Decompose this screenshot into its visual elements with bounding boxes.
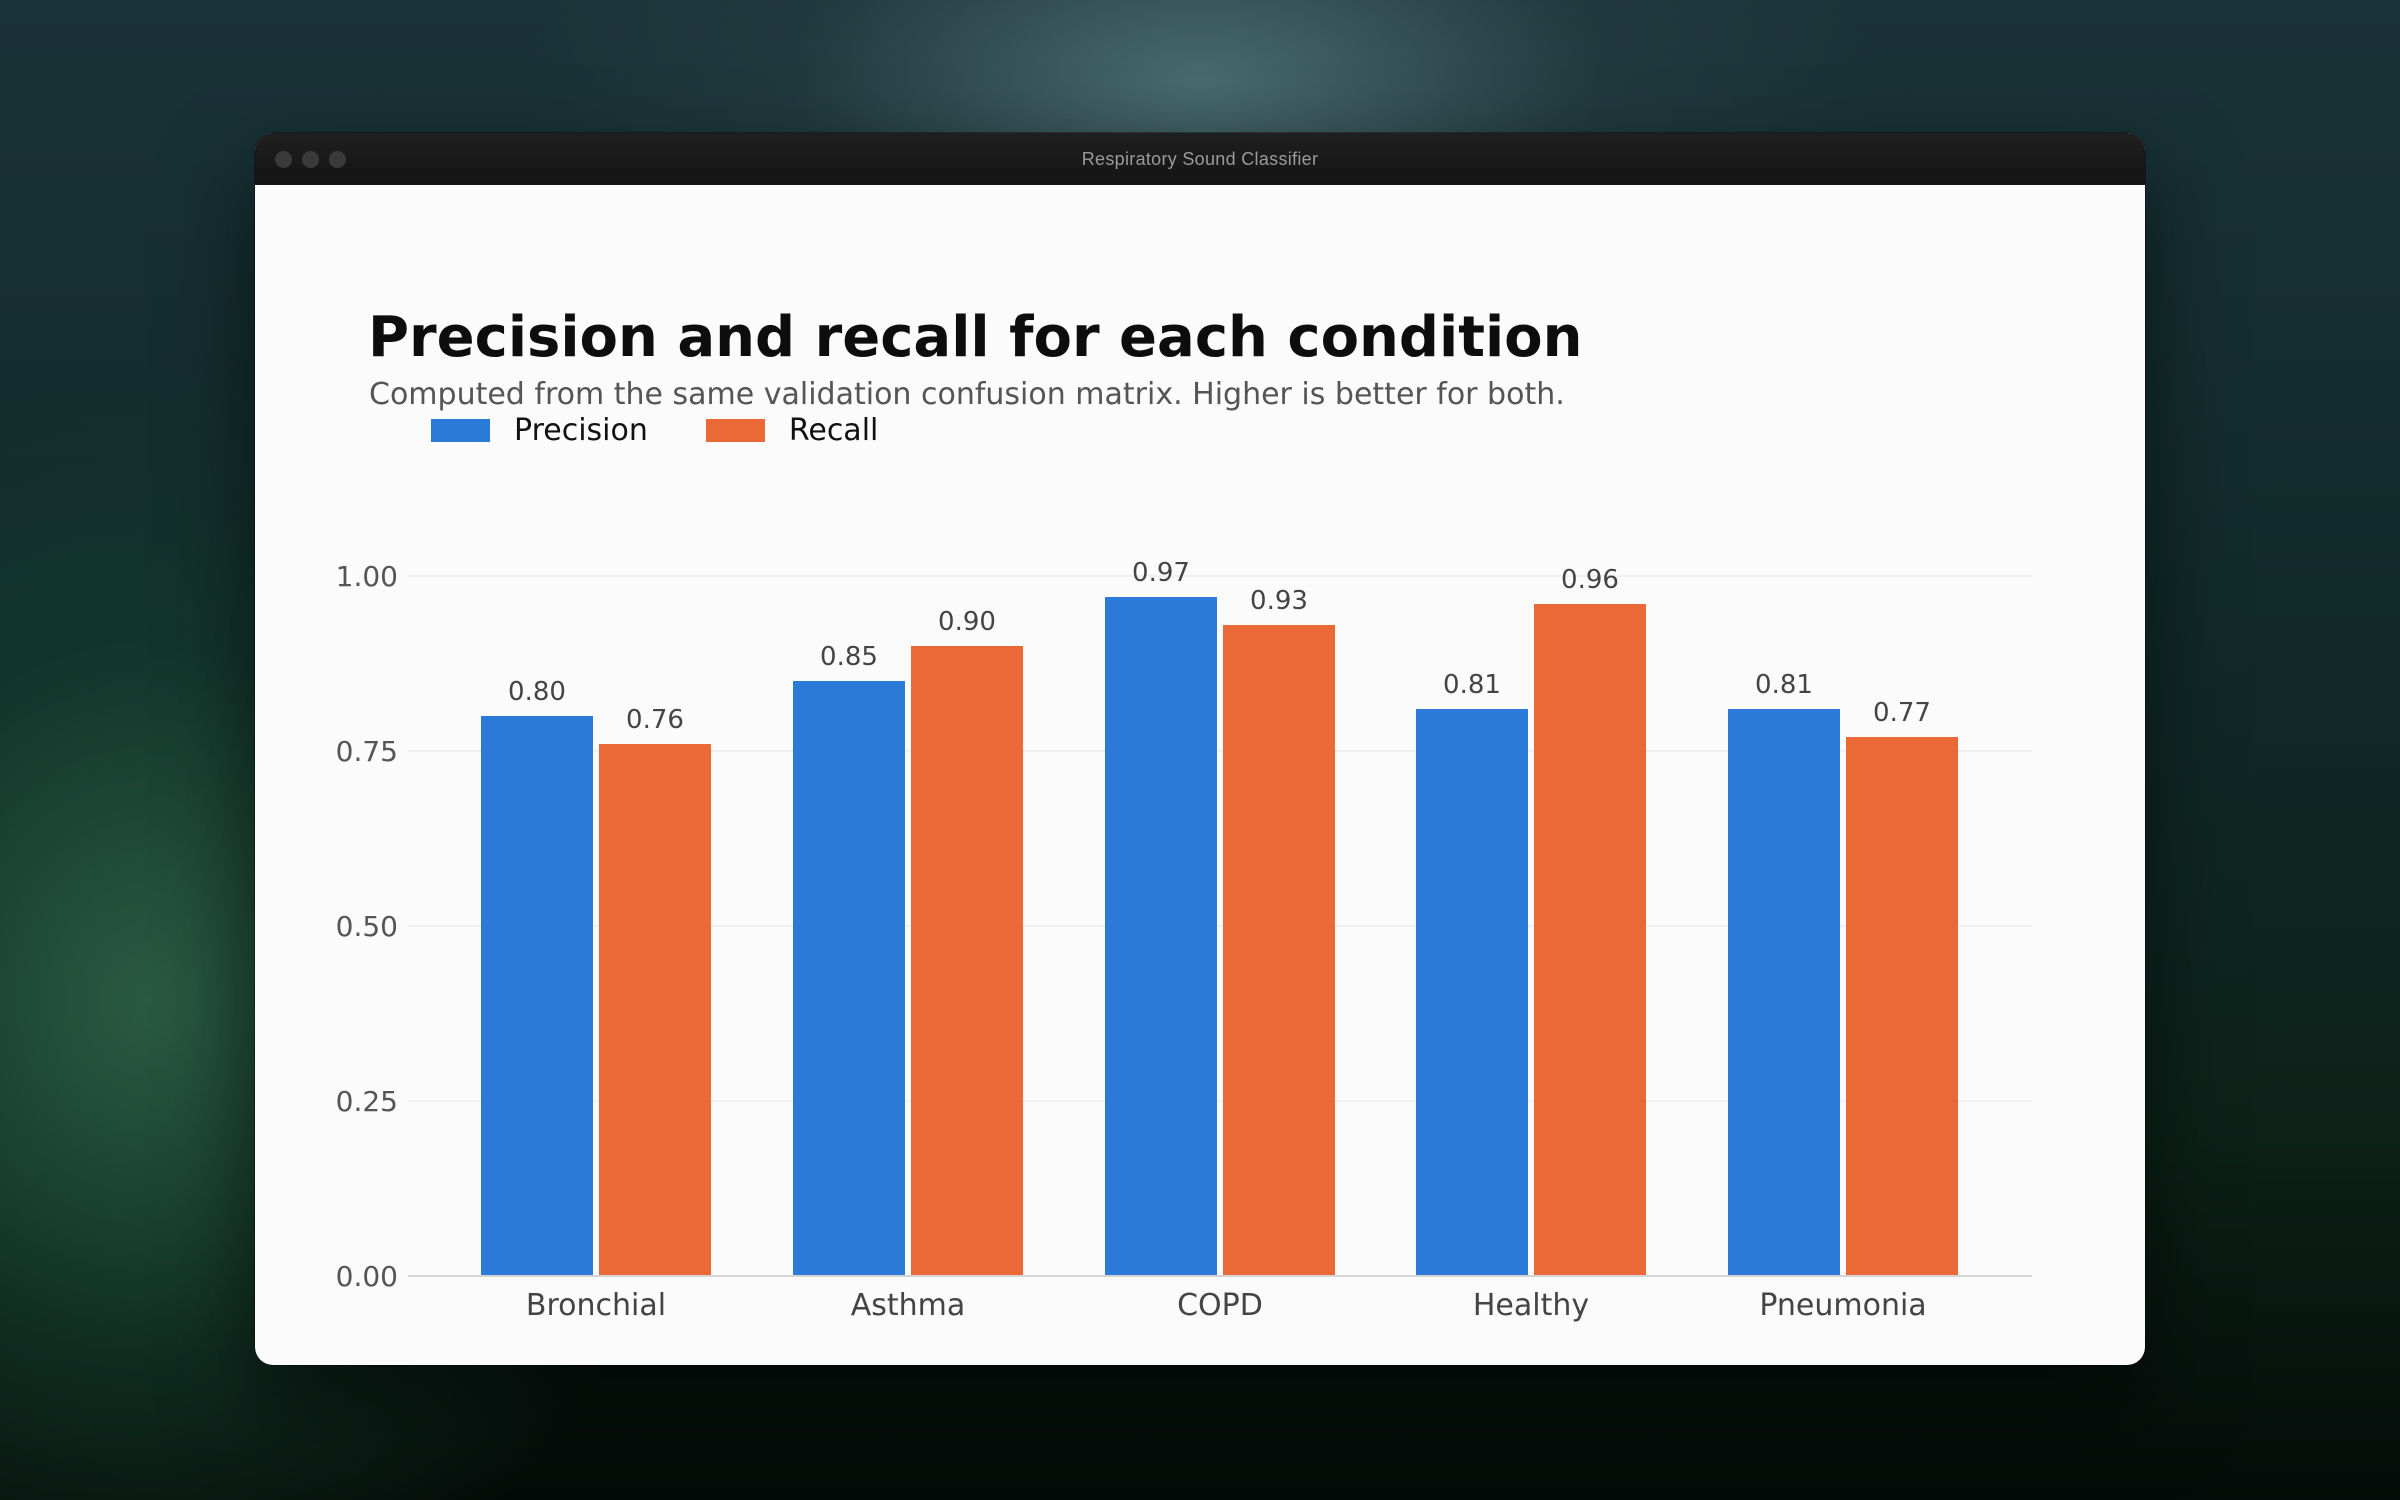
data-label: 0.85: [820, 642, 878, 672]
window-title: Respiratory Sound Classifier: [1081, 148, 1319, 169]
y-tick-label: 1.00: [336, 560, 398, 593]
zoom-window-button[interactable]: [329, 150, 346, 168]
data-label: 0.76: [626, 705, 684, 735]
data-label: 0.77: [1873, 698, 1931, 728]
bar-chart: 0.00 0.25 0.50 0.75 1.00 0.80 0.76 Bronchial 0.8…: [336, 558, 2032, 1323]
bar-precision-asthma: [793, 681, 905, 1276]
data-label: 0.93: [1250, 586, 1308, 616]
data-label: 0.97: [1132, 558, 1190, 588]
title-bar: Respiratory Sound Classifier: [255, 133, 2145, 185]
data-label: 0.80: [508, 677, 566, 707]
close-window-button[interactable]: [275, 150, 292, 168]
data-label: 0.90: [938, 607, 996, 637]
legend-label-precision: Precision: [514, 413, 648, 448]
legend-item-precision: Precision: [431, 413, 648, 448]
bar-precision-pneumonia: [1728, 709, 1840, 1276]
data-label: 0.81: [1443, 670, 1501, 700]
data-label: 0.81: [1755, 670, 1813, 700]
chart-title: Precision and recall for each condition: [368, 305, 1583, 370]
x-tick-label: COPD: [1177, 1288, 1263, 1323]
bar-recall-healthy: [1534, 604, 1646, 1276]
bar-precision-copd: [1105, 597, 1217, 1276]
legend-label-recall: Recall: [788, 413, 879, 448]
window-controls: [275, 133, 346, 185]
chart-subtitle: Computed from the same validation confus…: [369, 377, 1565, 412]
bar-recall-asthma: [911, 646, 1023, 1276]
x-tick-label: Bronchial: [526, 1288, 666, 1323]
app-window: Respiratory Sound Classifier Precision a…: [255, 133, 2145, 1365]
x-tick-label: Asthma: [851, 1288, 966, 1323]
legend-swatch-precision: [431, 419, 490, 442]
chart-panel: Precision and recall for each condition …: [255, 185, 2145, 1365]
y-tick-label: 0.00: [336, 1260, 398, 1293]
legend-swatch-recall: [705, 419, 765, 442]
bar-recall-pneumonia: [1846, 737, 1958, 1276]
chart-legend: Precision Recall: [431, 413, 878, 448]
bar-recall-copd: [1223, 625, 1335, 1276]
y-tick-label: 0.50: [336, 910, 398, 943]
bar-precision-bronchial: [481, 716, 593, 1276]
bar-recall-bronchial: [599, 744, 711, 1276]
minimize-window-button[interactable]: [302, 150, 319, 168]
y-tick-label: 0.75: [336, 735, 398, 768]
data-label: 0.96: [1561, 565, 1619, 595]
legend-item-recall: Recall: [705, 413, 879, 448]
x-tick-label: Pneumonia: [1759, 1288, 1926, 1323]
x-tick-label: Healthy: [1473, 1288, 1589, 1323]
bar-precision-healthy: [1416, 709, 1528, 1276]
y-tick-label: 0.25: [336, 1085, 398, 1118]
